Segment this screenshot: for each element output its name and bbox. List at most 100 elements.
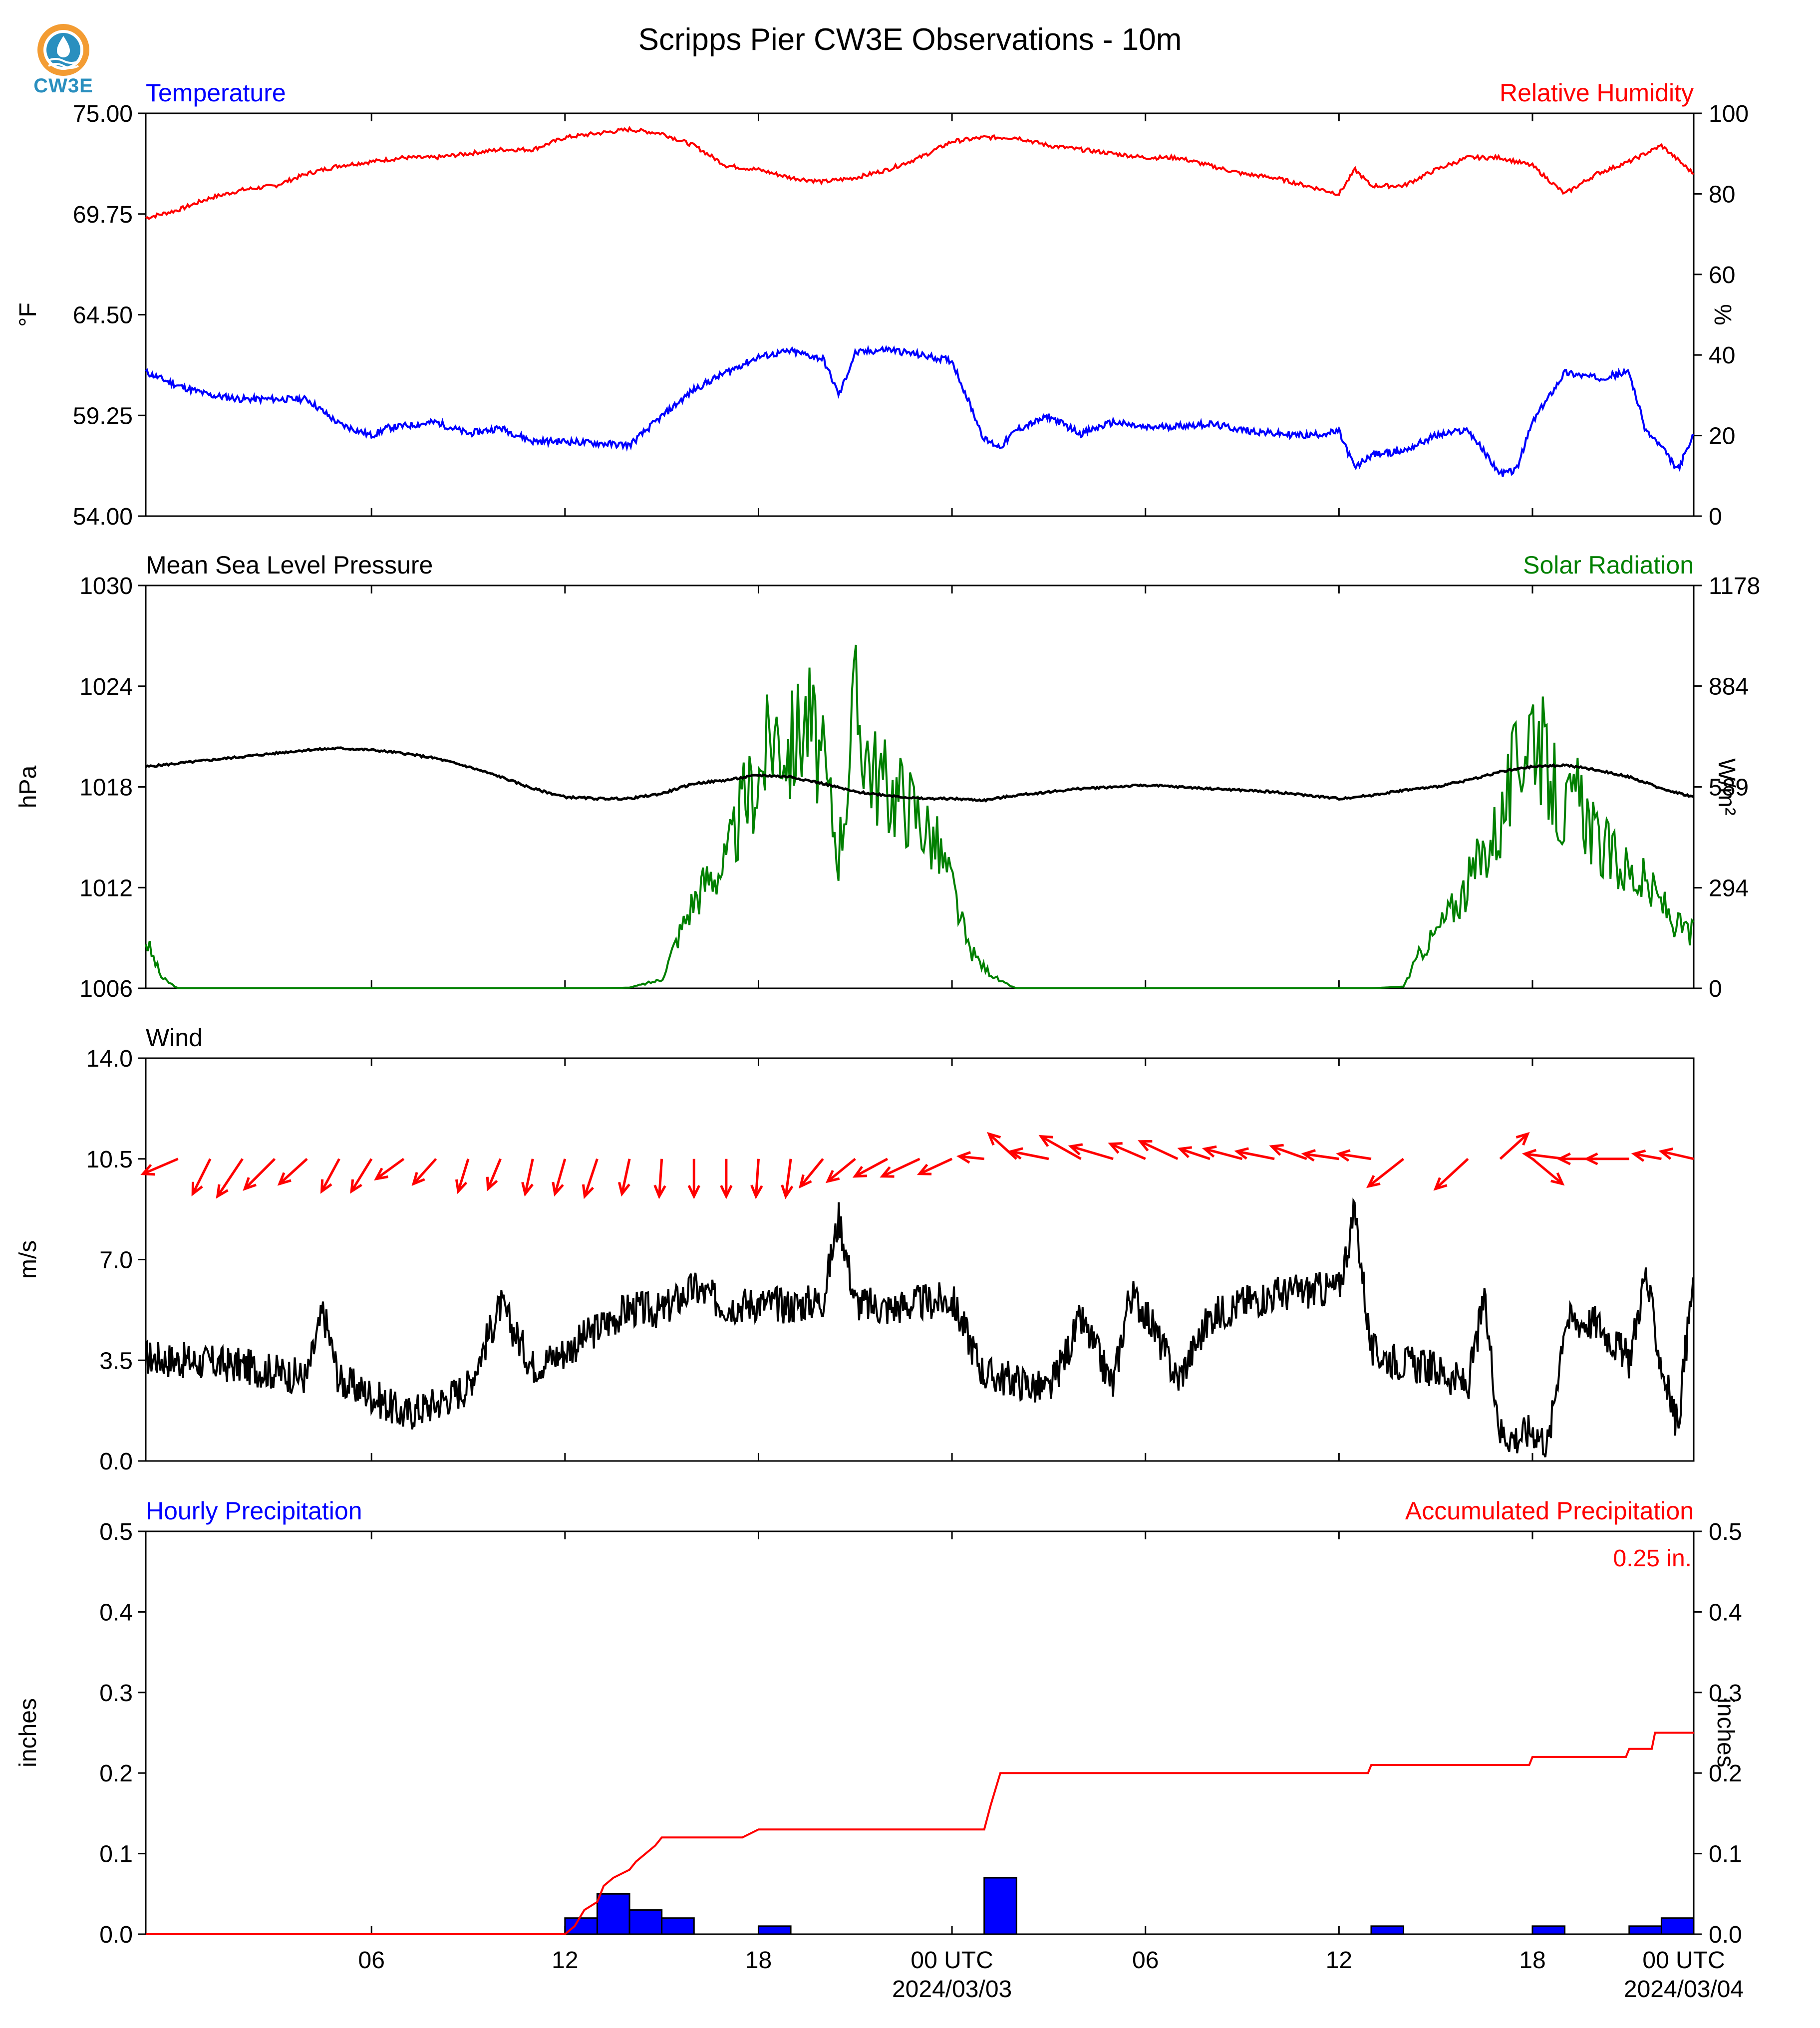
cw3e-logo [37,24,89,76]
precip-bar [628,1909,663,1935]
humidity-line [145,126,1694,220]
wind-arrow [750,1159,763,1199]
y-tick-label: 0.1 [99,1841,133,1868]
y-tick-label: 0.1 [1709,1841,1742,1868]
wind-arrow [1433,1158,1469,1191]
wind-arrow [1499,1132,1530,1160]
wind-panel: 0.0 3.5 7.0 10.5 14.0 Wind m/s [15,1024,1695,1475]
x-tick-label: 18 [1519,1947,1545,1974]
wind-arrow [916,1158,953,1175]
wind-arrow [243,1158,276,1191]
wind-arrow [1177,1146,1211,1160]
y-tick-label: 14.0 [86,1046,133,1072]
wind-arrow [1336,1149,1372,1162]
temperature-humidity-series [145,126,1694,477]
wind-series [140,1132,1694,1457]
solar-axis-label: W/m² [1713,758,1740,816]
wind-arrow [277,1158,308,1186]
y-tick-label: 0.5 [1709,1519,1742,1545]
solar-right-ticks: 0 294 589 884 1178 [1694,573,1760,1002]
wind-arrow [1584,1153,1629,1165]
temperature-title: Temperature [146,79,286,107]
pressure-solar-series [145,644,1695,989]
wind-arrow [1521,1149,1565,1161]
pressure-title: Mean Sea Level Pressure [146,551,433,579]
temperature-line [145,344,1694,477]
accum-precip-line [146,1732,1694,1935]
y-tick-label: 40 [1709,342,1735,369]
y-tick-label: 64.50 [73,302,133,329]
pressure-panel-frame [145,584,1695,989]
pressure-x-ticks [370,585,1533,988]
precip-bar [1531,1925,1566,1935]
y-tick-label: 0.3 [1709,1680,1742,1707]
precipitation-right-ticks: 0.0 0.1 0.2 0.3 0.4 0.5 [1694,1519,1742,1948]
hourly-precip-title: Hourly Precipitation [146,1497,362,1525]
temperature-x-ticks [370,113,1533,516]
wind-arrow [880,1158,920,1178]
x-date-label: 2024/03/04 [1624,1976,1744,2003]
y-tick-label: 1006 [79,976,133,1002]
y-tick-label: 100 [1709,101,1749,127]
y-tick-label: 294 [1709,875,1749,902]
pressure-axis-label: hPa [15,765,41,808]
humidity-title: Relative Humidity [1500,79,1694,107]
wind-arrow [486,1158,502,1192]
precipitation-x-ticks [370,1531,1533,1934]
wind-arrow [617,1159,631,1197]
solar-title: Solar Radiation [1523,551,1694,579]
x-tick-label: 12 [552,1947,578,1974]
y-tick-label: 80 [1709,181,1735,208]
solar-radiation-line [145,644,1695,989]
wind-arrow [720,1159,733,1199]
temperature-left-ticks: 54.00 59.25 64.50 69.75 75.00 [73,101,146,530]
wind-arrow [552,1159,567,1197]
wind-arrow [1631,1149,1662,1162]
wind-arrow [1531,1158,1565,1186]
x-tick-label: 18 [745,1947,772,1974]
y-tick-label: 75.00 [73,101,133,127]
precipitation-panel: 0.0 0.1 0.2 0.3 0.4 0.5 0.0 0.1 0.2 0.3 0.4 0.5 06… [15,1497,1744,2003]
wind-arrow [455,1159,470,1194]
x-date-label: 2024/03/03 [892,1976,1012,2003]
x-tick-label: 06 [358,1947,385,1974]
wind-arrow [411,1158,437,1186]
humidity-right-ticks: 0 20 40 60 80 100 [1694,101,1749,530]
wind-arrow [799,1158,824,1189]
x-tick-label: 00 UTC [910,1947,993,1974]
wind-arrow [521,1159,534,1197]
x-tick-label: 12 [1326,1947,1352,1974]
pressure-line [145,746,1695,803]
logo-text: CW3E [33,75,93,97]
y-tick-label: 0.4 [99,1599,133,1626]
y-tick-label: 59.25 [73,403,133,429]
y-tick-label: 1024 [79,674,133,700]
wind-arrow [1301,1149,1339,1162]
wind-arrow [825,1158,856,1183]
wind-arrow [1038,1135,1082,1160]
wind-arrow [140,1158,179,1176]
y-tick-label: 10.5 [86,1147,133,1173]
accum-total-label: 0.25 in. [1613,1545,1692,1572]
y-tick-label: 0.0 [99,1449,133,1475]
accum-precip-title: Accumulated Precipitation [1405,1497,1694,1525]
y-tick-label: 69.75 [73,202,133,228]
precipitation-left-ticks: 0.0 0.1 0.2 0.3 0.4 0.5 [99,1519,146,1948]
y-tick-label: 7.0 [99,1247,133,1274]
y-tick-label: 0.2 [1709,1760,1742,1787]
wind-arrow [350,1158,373,1194]
wind-arrow [1138,1140,1179,1160]
wind-arrow [582,1158,599,1199]
y-tick-label: 0.2 [99,1760,133,1787]
y-tick-label: 589 [1709,775,1749,801]
precip-bar [596,1893,630,1935]
temperature-panel-frame [145,112,1695,517]
y-tick-label: 60 [1709,262,1735,289]
figure-title: Scripps Pier CW3E Observations - 10m [638,22,1182,57]
wind-arrow [191,1158,212,1196]
x-tick-label: 06 [1132,1947,1159,1974]
precipitation-series [146,1732,1695,1935]
wind-x-ticks [370,1058,1533,1461]
wind-arrow [1008,1147,1049,1160]
